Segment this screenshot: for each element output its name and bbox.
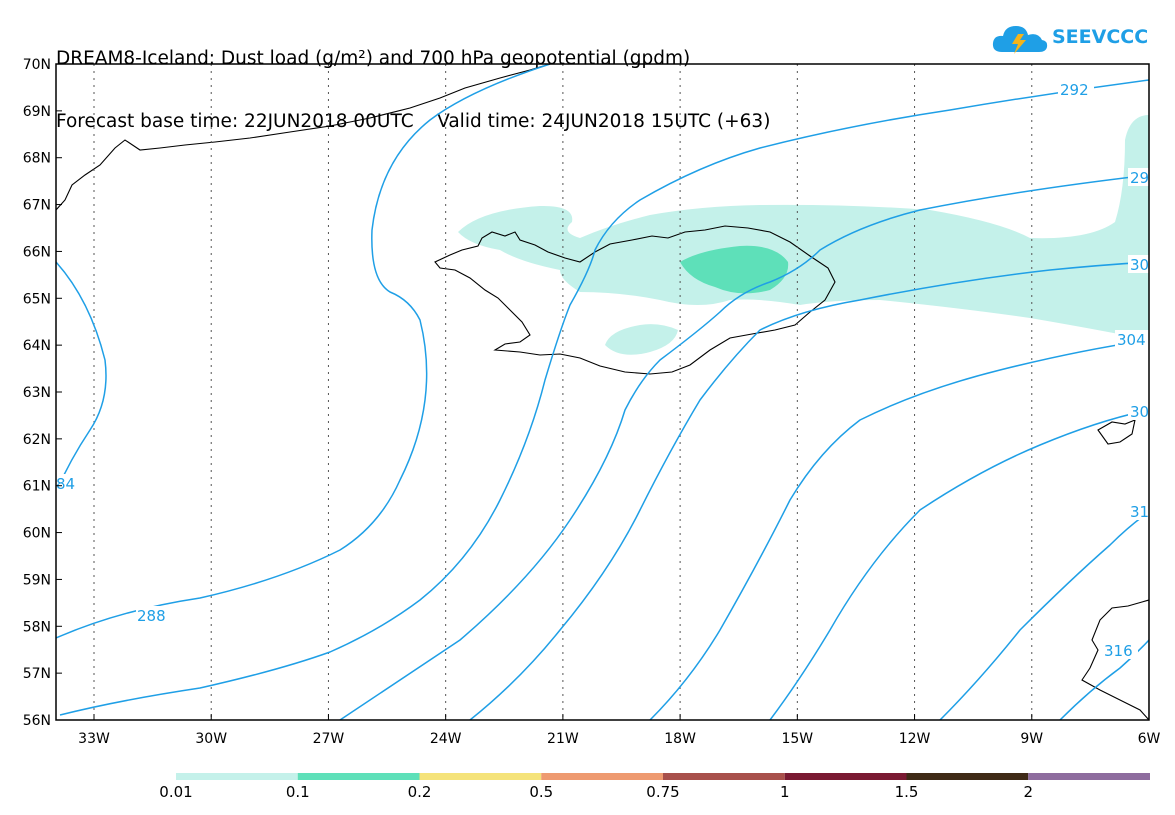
latitude-tick-label: 61N [23,479,51,495]
latitude-tick-label: 64N [23,338,51,354]
colorbar-segment [541,773,663,780]
contour-316 [1059,639,1149,720]
contour-labels: 292 29 30 304 30 31 316 288 84 [56,80,1151,660]
longitude-tick-label: 30W [195,731,227,747]
contour-label: 84 [56,475,75,493]
longitude-tick-label: 24W [430,731,462,747]
longitude-axis: 33W 30W 27W 24W 21W 18W 15W 12W 9W 6W [78,714,1161,747]
longitude-tick-label: 6W [1138,731,1161,747]
colorbar-segment [784,773,907,780]
legend-label: 0.5 [529,783,554,801]
latitude-tick-label: 65N [23,291,51,307]
gridlines [93,64,1033,720]
faroe-shetland-coastline [1097,419,1136,445]
latitude-tick-label: 56N [23,713,51,729]
contour-296 [339,174,1149,720]
latitude-tick-label: 68N [23,151,51,167]
contour-304 [649,339,1149,720]
contour-label: 316 [1104,642,1133,660]
latitude-tick-label: 58N [23,619,51,635]
latitude-tick-label: 66N [23,244,51,260]
latitude-tick-label: 67N [23,198,51,214]
coastlines [56,64,1149,720]
legend-label: 0.2 [407,783,432,801]
scotland-coastline [1081,599,1149,720]
longitude-tick-label: 33W [78,731,110,747]
greenland-coastline [56,64,551,211]
contour-288-b [59,79,1149,716]
contour-288 [56,64,551,639]
title-line-2: Forecast base time: 22JUN2018 00UTC Vali… [56,111,771,132]
geopotential-contours [56,64,1149,720]
contour-label: 31 [1130,503,1149,521]
colorbar-segment [419,773,542,780]
logo-text: SEEVCCC [1052,26,1149,48]
colorbar-segment [663,773,785,780]
latitude-tick-label: 57N [23,666,51,682]
contour-label: 304 [1117,331,1146,349]
latitude-tick-label: 63N [23,385,51,401]
contour-300 [469,261,1149,720]
contour-308 [769,409,1149,720]
contour-label: 30 [1130,256,1149,274]
plot-frame [55,63,1150,721]
dust-area-light-2 [605,324,678,355]
colorbar-segment [906,773,1029,780]
longitude-tick-label: 12W [899,731,931,747]
colorbar [176,773,1150,780]
contour-label: 292 [1060,81,1089,99]
latitude-tick-label: 70N [23,57,51,73]
iceland-coastline [434,225,836,375]
dust-shading [458,115,1149,355]
longitude-tick-label: 18W [664,731,696,747]
latitude-tick-label: 62N [23,432,51,448]
legend-label: 1.5 [894,783,919,801]
legend-label: 0.75 [646,783,680,801]
longitude-tick-label: 9W [1020,731,1043,747]
legend-label: 1 [779,783,790,801]
legend-label: 0.01 [159,783,193,801]
cloud-logo-icon [992,26,1048,54]
contour-312 [939,511,1149,720]
latitude-axis: 70N 69N 68N 67N 66N 65N 64N 63N 62N 61N 60N 59N 58N 5… [23,57,62,729]
legend-label: 2 [1023,783,1034,801]
dust-area-light [458,115,1149,340]
colorbar-segment [176,773,298,780]
longitude-tick-label: 15W [781,731,813,747]
contour-284 [56,261,107,493]
latitude-tick-label: 69N [23,104,51,120]
contour-label: 29 [1130,169,1149,187]
contour-label: 30 [1130,403,1149,421]
contour-label: 288 [137,607,166,625]
colorbar-segment [297,773,420,780]
colorbar-segment [1028,773,1150,780]
longitude-tick-label: 27W [313,731,345,747]
latitude-tick-label: 60N [23,526,51,542]
dust-area-medium [680,245,789,294]
longitude-tick-label: 21W [547,731,579,747]
latitude-tick-label: 59N [23,572,51,588]
legend-label: 0.1 [285,783,310,801]
